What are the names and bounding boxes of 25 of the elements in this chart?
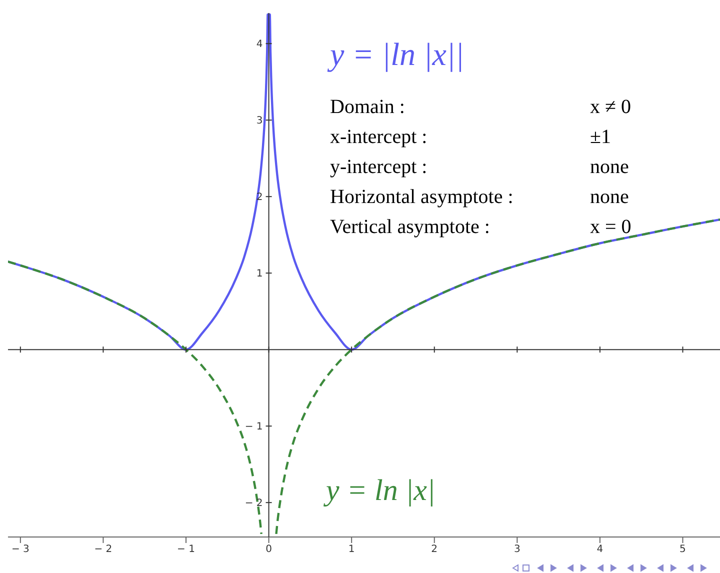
annotation: Domain : bbox=[330, 95, 406, 120]
x-tick-label: 4 bbox=[596, 544, 604, 556]
annotation: x-intercept : bbox=[330, 125, 428, 150]
series-label: y = ln |x| bbox=[326, 474, 436, 507]
y-tick-label: 4 bbox=[256, 39, 263, 50]
annotation: none bbox=[590, 155, 630, 180]
x-tick-label: 5 bbox=[680, 544, 686, 556]
annotation: ±1 bbox=[590, 125, 612, 150]
annotation: y-intercept : bbox=[330, 155, 428, 180]
x-tick-label: − 1 bbox=[177, 544, 195, 556]
annotation: Horizontal asymptote : bbox=[330, 185, 514, 210]
annotation: x = 0 bbox=[590, 215, 632, 240]
x-tick-label: 3 bbox=[514, 544, 520, 556]
annotation: Vertical asymptote : bbox=[330, 215, 491, 240]
x-tick-label: 1 bbox=[348, 544, 355, 556]
annotation: none bbox=[590, 185, 630, 210]
y-tick-label: 3 bbox=[256, 116, 263, 127]
x-tick-label: 2 bbox=[431, 544, 438, 556]
y-tick-label: − 1 bbox=[244, 422, 263, 433]
y-tick-label: − 2 bbox=[244, 498, 263, 510]
x-tick-label: − 3 bbox=[11, 544, 30, 556]
y-tick-label: 1 bbox=[256, 268, 263, 280]
x-tick-label: 0 bbox=[266, 544, 272, 556]
x-tick-label: − 2 bbox=[94, 544, 112, 556]
annotation: x ≠ 0 bbox=[590, 95, 632, 120]
